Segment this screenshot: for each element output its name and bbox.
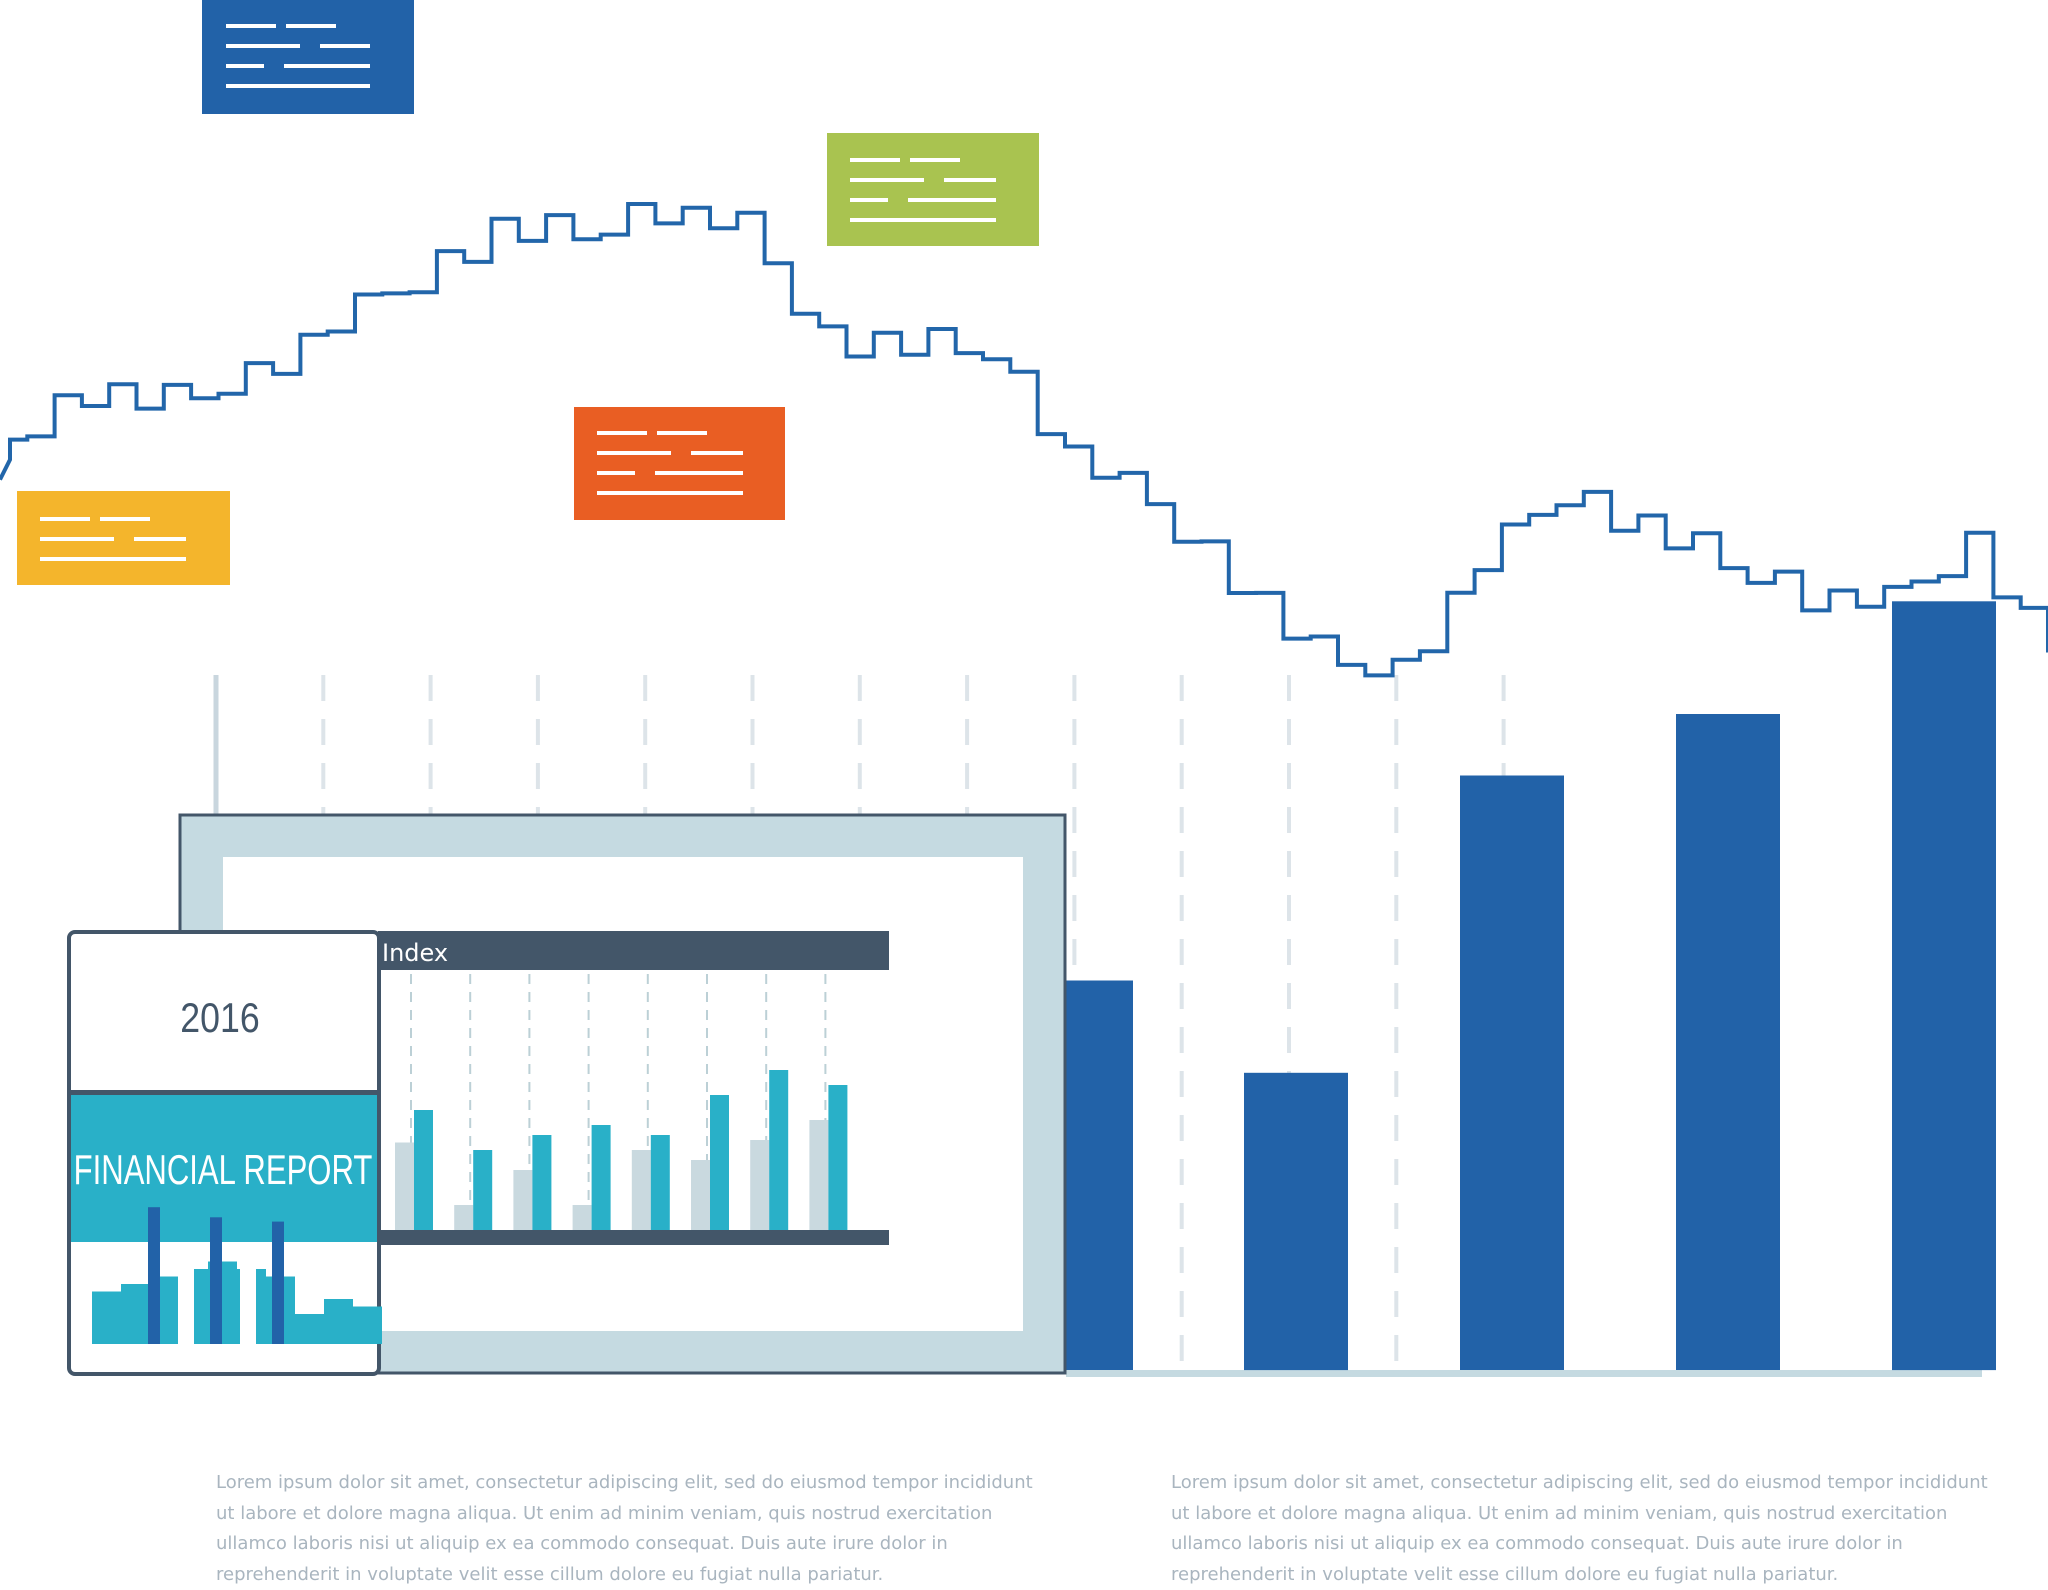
bar-4 — [1676, 714, 1780, 1370]
bar-1 — [1059, 980, 1133, 1370]
report-bar-5 — [272, 1221, 284, 1344]
report-year: 2016 — [180, 995, 259, 1041]
index-chart: Index — [378, 931, 889, 1245]
index-bar-b-2 — [473, 1150, 493, 1230]
index-bar-b-7 — [769, 1070, 789, 1230]
report-bar-3 — [210, 1217, 222, 1344]
report-bar-2 — [178, 1243, 194, 1344]
body-text-left: Lorem ipsum dolor sit amet, consectetur … — [216, 1472, 1033, 1585]
bar-chart-baseline — [1066, 1370, 1982, 1377]
index-bar-b-3 — [532, 1135, 552, 1230]
index-bar-a-6 — [691, 1160, 710, 1230]
index-bar-b-5 — [650, 1135, 670, 1230]
index-bar-a-7 — [750, 1140, 770, 1230]
index-bar-a-1 — [395, 1142, 414, 1230]
index-bar-a-3 — [513, 1170, 533, 1230]
index-bar-a-4 — [572, 1205, 592, 1230]
note-blue — [202, 0, 414, 114]
index-bar-b-6 — [710, 1095, 729, 1230]
line-series — [0, 202, 2048, 678]
note-yellow — [17, 491, 230, 585]
report-bar-1 — [148, 1207, 160, 1344]
report-title-band — [71, 1094, 377, 1242]
report-area — [92, 1261, 382, 1344]
index-bar-a-5 — [631, 1150, 651, 1230]
index-bar-a-2 — [454, 1205, 474, 1230]
index-title: Index — [382, 939, 448, 967]
index-bar-a-8 — [809, 1120, 829, 1230]
index-bar-b-1 — [414, 1110, 433, 1230]
index-bars — [395, 1070, 848, 1230]
index-bar-b-4 — [591, 1125, 611, 1230]
note-green — [827, 133, 1039, 246]
body-text-right: Lorem ipsum dolor sit amet, consectetur … — [1171, 1472, 1988, 1585]
report-title: FINANCIAL REPORT — [74, 1146, 373, 1193]
index-header-bar — [378, 931, 889, 970]
note-orange — [574, 407, 785, 520]
bar-series — [1059, 601, 1996, 1371]
bar-5 — [1892, 601, 1996, 1371]
bar-2 — [1244, 1072, 1348, 1371]
index-baseline — [378, 1230, 889, 1245]
index-bar-b-8 — [828, 1085, 848, 1230]
bar-3 — [1460, 775, 1564, 1370]
report-bar-4 — [240, 1243, 256, 1344]
index-gridlines — [410, 974, 827, 1228]
report-card: 2016 FINANCIAL REPORT — [67, 930, 382, 1376]
report-mini-chart — [92, 1207, 382, 1344]
